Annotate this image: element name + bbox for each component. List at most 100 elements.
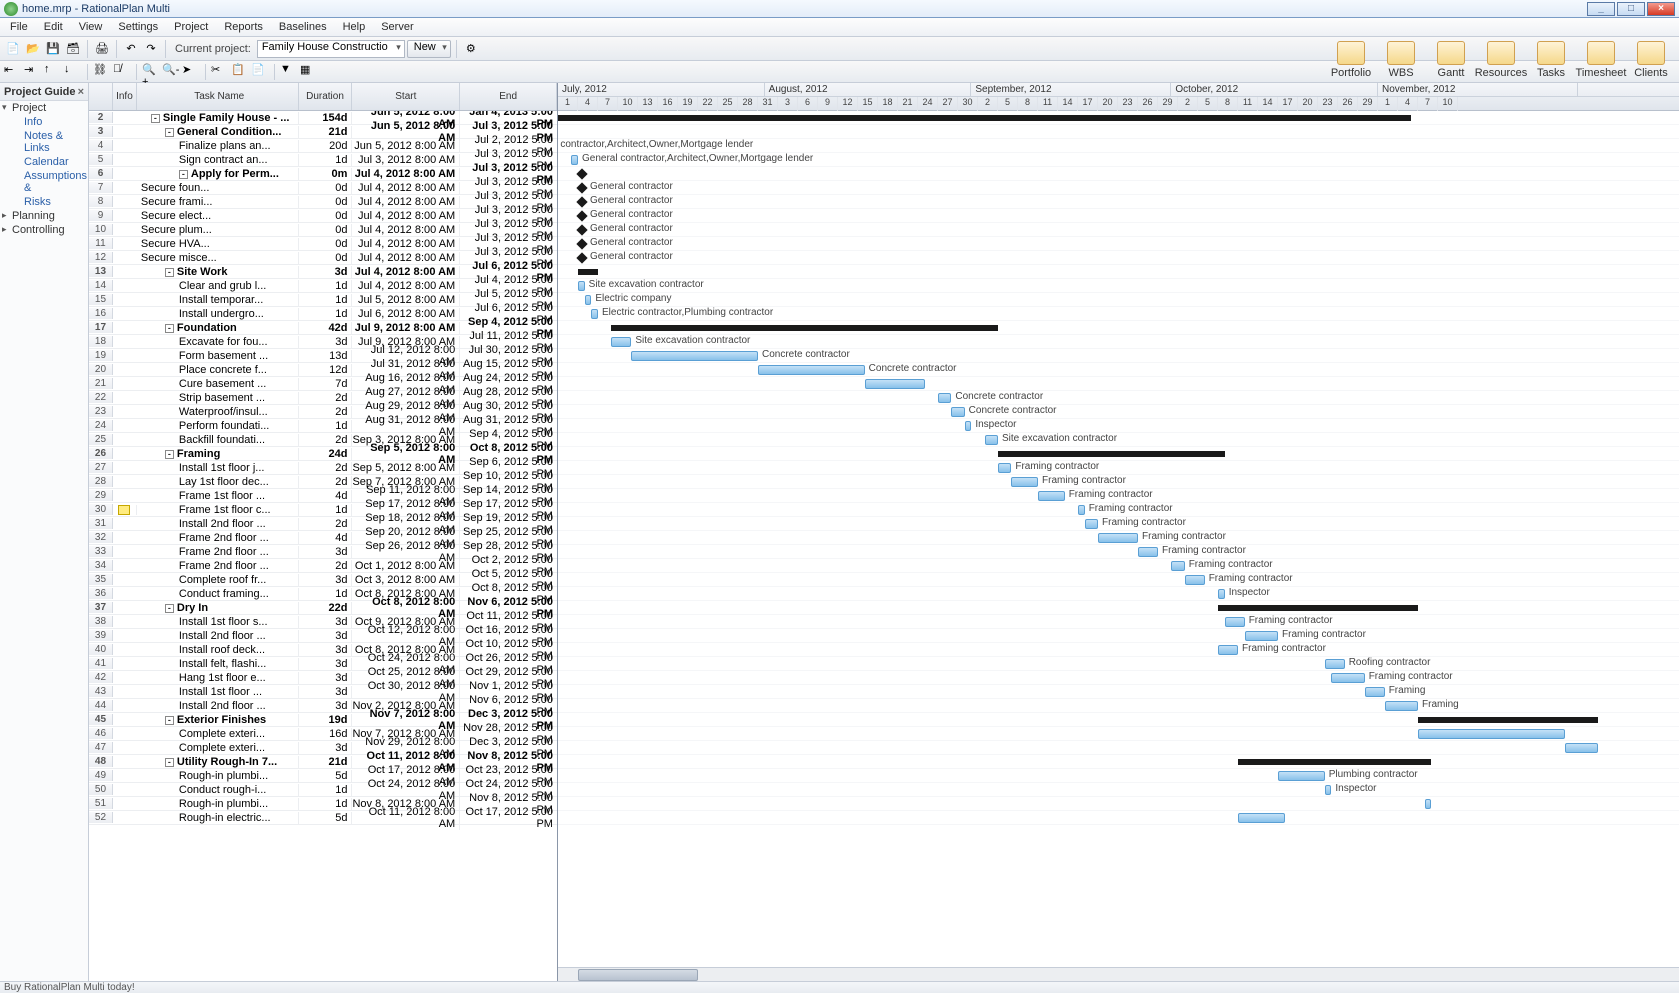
menu-project[interactable]: Project: [168, 20, 214, 34]
col-start[interactable]: Start: [352, 83, 460, 110]
duration-cell[interactable]: 20d: [299, 140, 353, 152]
start-cell[interactable]: Jul 4, 2012 8:00 AM: [352, 266, 460, 278]
task-name-cell[interactable]: Secure elect...: [137, 210, 299, 222]
duration-cell[interactable]: 3d: [299, 546, 353, 558]
gantt-bar-task[interactable]: [1011, 477, 1038, 487]
gantt-milestone[interactable]: [576, 224, 587, 235]
task-name-cell[interactable]: Perform foundati...: [137, 420, 299, 432]
gantt-bar-task[interactable]: [1325, 785, 1332, 795]
task-name-cell[interactable]: Finalize plans an...: [137, 140, 299, 152]
duration-cell[interactable]: 7d: [299, 378, 353, 390]
duration-cell[interactable]: 1d: [299, 280, 353, 292]
gantt-bar-task[interactable]: [1245, 631, 1278, 641]
maximize-button[interactable]: □: [1617, 2, 1645, 16]
gantt-bar-task[interactable]: [1098, 533, 1138, 543]
duration-cell[interactable]: 3d: [299, 630, 353, 642]
gantt-bar-summary[interactable]: [1238, 759, 1431, 765]
menu-help[interactable]: Help: [337, 20, 372, 34]
start-cell[interactable]: Oct 3, 2012 8:00 AM: [352, 574, 460, 586]
sidebar-item-project[interactable]: Project: [0, 101, 88, 115]
outdent-icon[interactable]: ⇤: [4, 63, 22, 81]
gantt-bar-task[interactable]: [1331, 673, 1364, 683]
duration-cell[interactable]: 22d: [299, 602, 353, 614]
indent-icon[interactable]: ⇥: [24, 63, 42, 81]
gantt-bar-task[interactable]: [985, 435, 998, 445]
view-tasks[interactable]: Tasks: [1527, 37, 1575, 79]
gantt-milestone[interactable]: [576, 238, 587, 249]
duration-cell[interactable]: 2d: [299, 406, 353, 418]
gantt-bar-task[interactable]: [571, 155, 578, 165]
task-name-cell[interactable]: Secure frami...: [137, 196, 299, 208]
task-name-cell[interactable]: Rough-in plumbi...: [137, 770, 299, 782]
gantt-milestone[interactable]: [576, 182, 587, 193]
duration-cell[interactable]: 3d: [299, 644, 353, 656]
duration-cell[interactable]: 19d: [299, 714, 353, 726]
gantt-bar-task[interactable]: [1238, 813, 1285, 823]
gantt-bar-task[interactable]: [965, 421, 972, 431]
duration-cell[interactable]: 3d: [299, 574, 353, 586]
start-cell[interactable]: Jul 4, 2012 8:00 AM: [352, 182, 460, 194]
start-cell[interactable]: Jul 4, 2012 8:00 AM: [352, 168, 460, 180]
duration-cell[interactable]: 2d: [299, 392, 353, 404]
gantt-bar-summary[interactable]: [998, 451, 1225, 457]
task-name-cell[interactable]: Rough-in electric...: [137, 812, 299, 824]
gantt-bar-task[interactable]: [585, 295, 592, 305]
col-info[interactable]: Info: [113, 83, 137, 110]
duration-cell[interactable]: 154d: [299, 112, 353, 124]
duration-cell[interactable]: 2d: [299, 560, 353, 572]
duration-cell[interactable]: 0d: [299, 252, 353, 264]
moveup-icon[interactable]: ↑: [44, 63, 62, 81]
gantt-bar-task[interactable]: [951, 407, 964, 417]
movedown-icon[interactable]: ↓: [64, 63, 82, 81]
unlink-icon[interactable]: ⛓̸: [113, 63, 131, 81]
close-button[interactable]: ×: [1647, 2, 1675, 16]
gantt-milestone[interactable]: [576, 168, 587, 179]
gantt-bar-task[interactable]: [1278, 771, 1325, 781]
duration-cell[interactable]: 3d: [299, 742, 353, 754]
task-name-cell[interactable]: Secure plum...: [137, 224, 299, 236]
start-cell[interactable]: Jul 9, 2012 8:00 AM: [352, 322, 460, 334]
task-name-cell[interactable]: Conduct framing...: [137, 588, 299, 600]
duration-cell[interactable]: 0d: [299, 238, 353, 250]
menu-view[interactable]: View: [73, 20, 109, 34]
task-name-cell[interactable]: Complete roof fr...: [137, 574, 299, 586]
sidebar-item-assumptions-[interactable]: Assumptions &: [0, 169, 88, 195]
gantt-bar-task[interactable]: [1225, 617, 1245, 627]
duration-cell[interactable]: 2d: [299, 476, 353, 488]
gantt-bar-task[interactable]: [938, 393, 951, 403]
duration-cell[interactable]: 0d: [299, 196, 353, 208]
task-name-cell[interactable]: Conduct rough-i...: [137, 784, 299, 796]
gantt-bar-task[interactable]: [1078, 505, 1085, 515]
duration-cell[interactable]: 2d: [299, 518, 353, 530]
task-name-cell[interactable]: Install 1st floor ...: [137, 686, 299, 698]
start-cell[interactable]: Oct 11, 2012 8:00 AM: [352, 806, 460, 830]
saveall-icon[interactable]: 🗃: [64, 40, 82, 58]
task-name-cell[interactable]: Frame 1st floor c...: [137, 504, 299, 516]
duration-cell[interactable]: 5d: [299, 812, 353, 824]
gantt-bar-summary[interactable]: [611, 325, 998, 331]
project-props-icon[interactable]: ⚙: [462, 40, 480, 58]
gantt-bar-task[interactable]: [758, 365, 865, 375]
duration-cell[interactable]: 3d: [299, 686, 353, 698]
task-name-cell[interactable]: Frame 1st floor ...: [137, 490, 299, 502]
task-name-cell[interactable]: Backfill foundati...: [137, 434, 299, 446]
columns-icon[interactable]: ▦: [300, 63, 318, 81]
sidebar-item-controlling[interactable]: Controlling: [0, 223, 88, 237]
task-name-cell[interactable]: -Exterior Finishes: [137, 714, 299, 726]
expand-icon[interactable]: -: [165, 450, 174, 459]
end-cell[interactable]: Oct 17, 2012 5:00 PM: [460, 806, 557, 830]
task-name-cell[interactable]: Strip basement ...: [137, 392, 299, 404]
duration-cell[interactable]: 1d: [299, 420, 353, 432]
start-cell[interactable]: Sep 5, 2012 8:00 AM: [352, 462, 460, 474]
start-cell[interactable]: Jul 6, 2012 8:00 AM: [352, 308, 460, 320]
expand-icon[interactable]: -: [179, 170, 188, 179]
minimize-button[interactable]: _: [1587, 2, 1615, 16]
gantt-bar-task[interactable]: [1425, 799, 1432, 809]
task-name-cell[interactable]: Frame 2nd floor ...: [137, 532, 299, 544]
duration-cell[interactable]: 16d: [299, 728, 353, 740]
gantt-milestone[interactable]: [576, 196, 587, 207]
gantt-bar-task[interactable]: [1365, 687, 1385, 697]
task-name-cell[interactable]: -Foundation: [137, 322, 299, 334]
gantt-bar-task[interactable]: [1085, 519, 1098, 529]
open-icon[interactable]: 📂: [24, 40, 42, 58]
